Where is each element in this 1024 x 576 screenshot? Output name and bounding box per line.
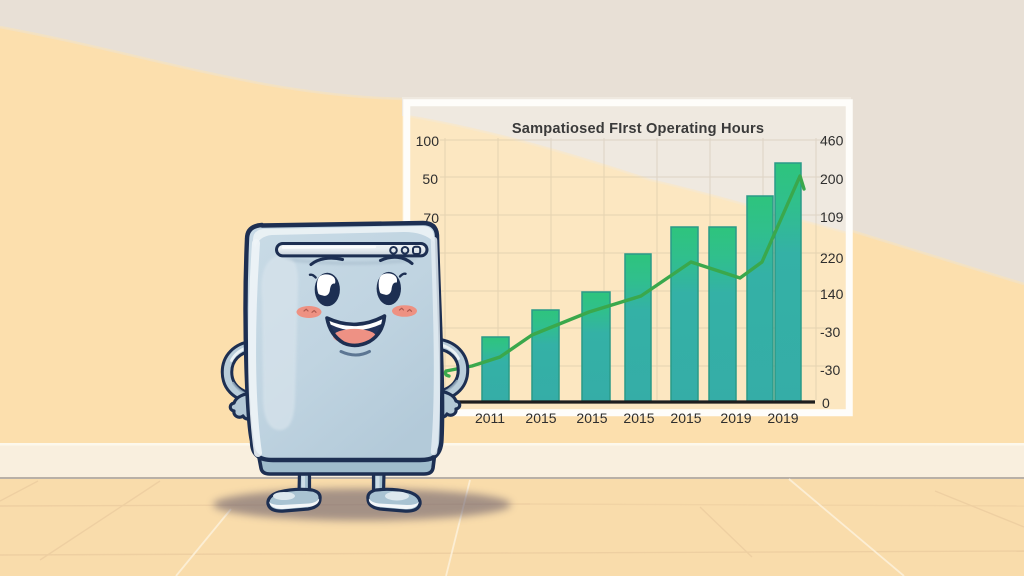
svg-text:2015: 2015 (623, 410, 654, 426)
svg-text:2015: 2015 (576, 410, 607, 426)
svg-text:2019: 2019 (720, 410, 751, 426)
svg-text:-30: -30 (820, 324, 840, 340)
svg-text:140: 140 (820, 286, 844, 302)
svg-text:109: 109 (820, 209, 844, 225)
svg-text:0: 0 (822, 395, 830, 411)
svg-text:2019: 2019 (767, 410, 798, 426)
svg-text:100: 100 (416, 133, 440, 149)
svg-text:2015: 2015 (670, 410, 701, 426)
svg-text:Sampatiosed FIrst Operating Ho: Sampatiosed FIrst Operating Hours (512, 121, 764, 137)
svg-text:50: 50 (422, 171, 438, 187)
svg-text:460: 460 (820, 133, 844, 149)
svg-text:2011: 2011 (475, 410, 505, 426)
svg-text:220: 220 (820, 250, 844, 266)
svg-text:-30: -30 (820, 362, 840, 378)
svg-text:200: 200 (820, 171, 844, 187)
svg-text:2015: 2015 (525, 410, 556, 426)
